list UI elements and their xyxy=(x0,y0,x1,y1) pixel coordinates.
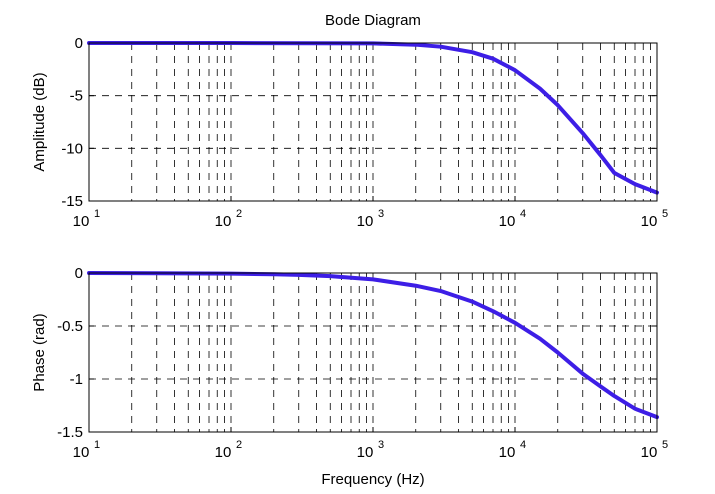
amplitude-xtick-exponent: 3 xyxy=(378,208,384,220)
amplitude-xtick-exponent: 1 xyxy=(94,208,100,220)
amplitude-xtick-base: 10 xyxy=(499,213,516,230)
phase-ytick-label: -1.5 xyxy=(57,424,83,441)
amplitude-xtick-label: 10 2 xyxy=(215,208,242,230)
phase-xtick-base: 10 xyxy=(641,444,658,461)
phase-ytick-label: -0.5 xyxy=(57,318,83,335)
amplitude-xtick-exponent: 4 xyxy=(520,208,526,220)
amplitude-xtick-base: 10 xyxy=(357,213,374,230)
chart-title: Bode Diagram xyxy=(325,12,421,29)
amplitude-xtick-label: 10 1 xyxy=(73,208,100,230)
phase-xtick-base: 10 xyxy=(357,444,374,461)
phase-grid xyxy=(89,273,657,432)
amplitude-ytick-label: -5 xyxy=(70,88,83,105)
amplitude-ytick-label: -15 xyxy=(61,193,83,210)
phase-xtick-base: 10 xyxy=(215,444,232,461)
phase-xtick-label: 10 2 xyxy=(215,439,242,461)
amplitude-ylabel: Amplitude (dB) xyxy=(31,72,48,171)
phase-series-line xyxy=(87,271,659,420)
amplitude-xtick-base: 10 xyxy=(73,213,90,230)
amplitude-xtick-exponent: 2 xyxy=(236,208,242,220)
amplitude-xtick-exponent: 5 xyxy=(662,208,668,220)
amplitude-xtick-label: 10 3 xyxy=(357,208,384,230)
amplitude-xtick-label: 10 4 xyxy=(499,208,526,230)
amplitude-xtick-base: 10 xyxy=(641,213,658,230)
phase-xtick-label: 10 1 xyxy=(73,439,100,461)
amplitude-xtick-label: 10 5 xyxy=(641,208,668,230)
amplitude-xtick-base: 10 xyxy=(215,213,232,230)
phase-ytick-label: -1 xyxy=(70,371,83,388)
phase-plot: 0 -0.5 -1 -1.5 10 1 10 2 10 3 10 4 10 5 Phase (rad) Fre… xyxy=(31,265,668,488)
phase-xlabel: Frequency (Hz) xyxy=(321,471,424,488)
phase-xtick-label: 10 3 xyxy=(357,439,384,461)
amplitude-ytick-label: -10 xyxy=(61,140,83,157)
phase-xtick-exponent: 2 xyxy=(236,439,242,451)
phase-xtick-base: 10 xyxy=(73,444,90,461)
amplitude-series-line xyxy=(87,41,659,195)
phase-ylabel: Phase (rad) xyxy=(31,313,48,391)
amplitude-grid xyxy=(89,43,657,201)
amplitude-plot: 0 -5 -10 -15 10 1 10 2 10 3 10 4 10 5 Amplitude (dB) Bo… xyxy=(31,12,668,230)
phase-ytick-label: 0 xyxy=(75,265,83,282)
phase-xtick-label: 10 4 xyxy=(499,439,526,461)
phase-xtick-base: 10 xyxy=(499,444,516,461)
phase-xtick-label: 10 5 xyxy=(641,439,668,461)
phase-xtick-exponent: 4 xyxy=(520,439,526,451)
phase-xtick-exponent: 3 xyxy=(378,439,384,451)
amplitude-ytick-label: 0 xyxy=(75,35,83,52)
phase-xtick-exponent: 5 xyxy=(662,439,668,451)
phase-xtick-exponent: 1 xyxy=(94,439,100,451)
